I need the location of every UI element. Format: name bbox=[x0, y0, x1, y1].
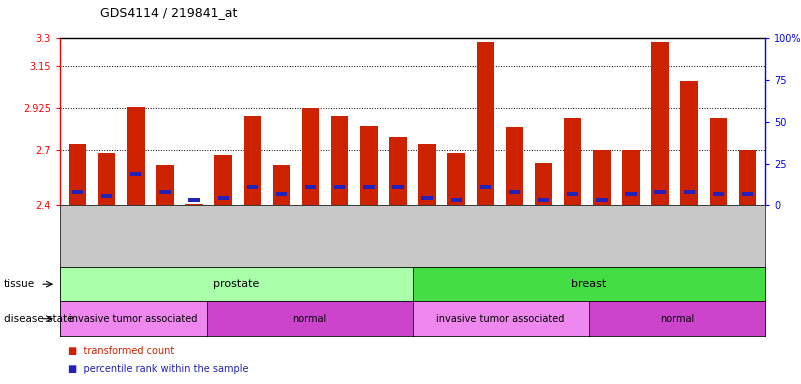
Text: disease state: disease state bbox=[4, 314, 74, 324]
Bar bbox=[98, 154, 115, 205]
Bar bbox=[247, 185, 258, 189]
Bar bbox=[713, 192, 724, 196]
Bar bbox=[564, 118, 582, 205]
Bar bbox=[477, 42, 494, 205]
Bar bbox=[567, 192, 578, 196]
Bar bbox=[69, 144, 87, 205]
Bar bbox=[389, 137, 407, 205]
Bar bbox=[215, 155, 232, 205]
Bar bbox=[101, 194, 112, 198]
Bar bbox=[156, 165, 174, 205]
Bar bbox=[509, 190, 520, 194]
Bar bbox=[218, 196, 229, 200]
Bar bbox=[739, 150, 756, 205]
Text: breast: breast bbox=[571, 279, 606, 289]
Text: invasive tumor associated: invasive tumor associated bbox=[437, 314, 565, 324]
Bar bbox=[360, 126, 377, 205]
Text: prostate: prostate bbox=[213, 279, 260, 289]
Bar bbox=[480, 185, 491, 189]
Bar bbox=[272, 165, 290, 205]
Text: tissue: tissue bbox=[4, 279, 35, 289]
Bar bbox=[535, 163, 553, 205]
Bar bbox=[654, 190, 666, 194]
Bar bbox=[188, 198, 199, 202]
Bar bbox=[72, 190, 83, 194]
Bar bbox=[159, 190, 171, 194]
Bar bbox=[392, 185, 404, 189]
Bar bbox=[130, 172, 142, 176]
Bar bbox=[448, 154, 465, 205]
Bar bbox=[593, 150, 610, 205]
Bar bbox=[505, 127, 523, 205]
Bar bbox=[622, 150, 640, 205]
Text: normal: normal bbox=[660, 314, 694, 324]
Bar bbox=[244, 116, 261, 205]
Bar bbox=[683, 190, 695, 194]
Bar bbox=[710, 118, 727, 205]
Bar bbox=[418, 144, 436, 205]
Bar bbox=[421, 196, 433, 200]
Bar bbox=[276, 192, 287, 196]
Bar bbox=[302, 108, 320, 205]
Bar bbox=[651, 42, 669, 205]
Bar bbox=[626, 192, 637, 196]
Text: ■  percentile rank within the sample: ■ percentile rank within the sample bbox=[68, 364, 248, 374]
Bar bbox=[334, 185, 345, 189]
Text: normal: normal bbox=[292, 314, 327, 324]
Bar bbox=[127, 107, 144, 205]
Bar bbox=[450, 198, 462, 202]
Bar bbox=[185, 204, 203, 205]
Text: ■  transformed count: ■ transformed count bbox=[68, 346, 175, 356]
Bar bbox=[596, 198, 607, 202]
Text: GDS4114 / 219841_at: GDS4114 / 219841_at bbox=[100, 6, 238, 19]
Bar bbox=[681, 81, 698, 205]
Bar bbox=[742, 192, 753, 196]
Bar bbox=[538, 198, 549, 202]
Bar bbox=[305, 185, 316, 189]
Bar bbox=[363, 185, 375, 189]
Bar bbox=[331, 116, 348, 205]
Text: invasive tumor associated: invasive tumor associated bbox=[70, 314, 198, 324]
